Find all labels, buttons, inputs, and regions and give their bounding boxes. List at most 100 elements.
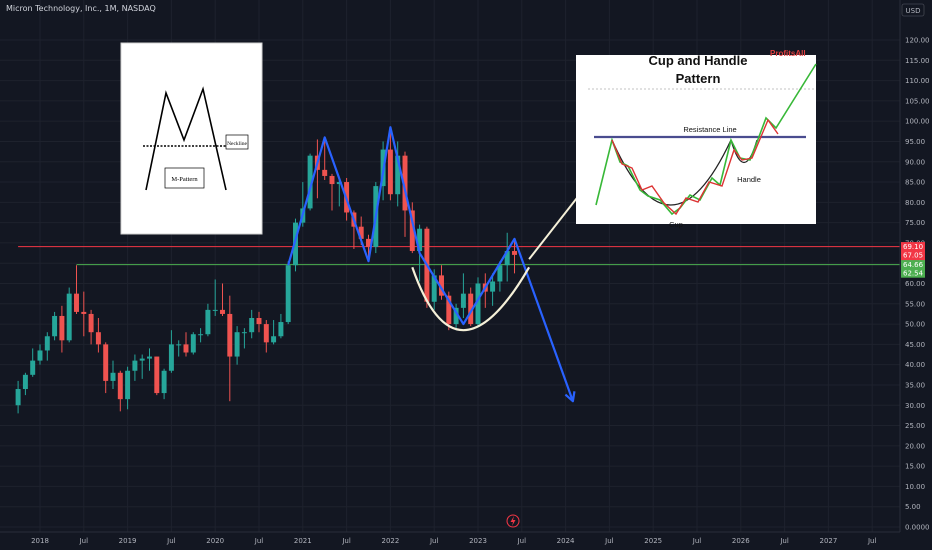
cup-handle-inset: Cup and Handle Pattern ProfitsAll Resist…: [576, 49, 817, 229]
candle-body: [74, 293, 79, 312]
time-tick-label: Jul: [517, 537, 527, 545]
candle-body: [154, 356, 160, 394]
time-tick-label: 2025: [644, 537, 662, 545]
price-tick-label: 5.00: [905, 503, 921, 511]
time-tick-label: 2021: [294, 537, 312, 545]
candle-body: [183, 344, 189, 353]
candle-body: [249, 317, 255, 333]
price-tick-label: 10.00: [905, 483, 925, 491]
price-tick-label: 75.00: [905, 219, 925, 227]
candle-body: [88, 313, 94, 333]
candle-body: [409, 210, 415, 252]
time-tick-label: 2020: [206, 537, 224, 545]
candle-body: [15, 389, 21, 406]
price-tick-label: 95.00: [905, 138, 925, 146]
cup-green-path: [595, 63, 817, 216]
time-tick-label: 2023: [469, 537, 487, 545]
candle-body: [336, 182, 342, 185]
candle-body: [52, 315, 58, 337]
candle-body: [468, 293, 474, 325]
candle-body: [366, 238, 371, 247]
price-tick-label: 25.00: [905, 422, 925, 430]
candle-body: [329, 175, 335, 185]
price-tick-label: 90.00: [905, 158, 925, 166]
candle-body: [439, 275, 444, 296]
candle-body: [234, 332, 240, 357]
candle-body: [402, 155, 408, 211]
candle-body: [220, 309, 225, 314]
time-tick-label: 2022: [381, 537, 399, 545]
candle-body: [176, 344, 182, 346]
candle-body: [168, 344, 174, 371]
candle-body: [95, 332, 101, 345]
symbol-title: Micron Technology, Inc., 1M, NASDAQ: [6, 4, 156, 13]
price-tick-label: 100.00: [905, 118, 930, 126]
m-pattern-inset: Neckline M-Pattern: [120, 42, 263, 235]
time-tick-label: Jul: [341, 537, 351, 545]
candle-body: [497, 265, 503, 282]
neckline-label: Neckline: [227, 141, 247, 147]
candle-body: [227, 313, 233, 357]
cup-label: Cup: [669, 220, 683, 229]
candle-body: [293, 222, 298, 266]
price-tick-label: 20.00: [905, 442, 925, 450]
m-pattern-line: [287, 126, 574, 402]
candle-body: [446, 295, 452, 325]
price-tick-label: 80.00: [905, 199, 925, 207]
price-tick-label: 15.00: [905, 463, 925, 471]
candle-body: [103, 344, 109, 381]
candle-body: [395, 155, 401, 195]
price-tag-label: 67.05: [903, 251, 923, 259]
price-tick-label: 120.00: [905, 37, 930, 45]
lightning-icon[interactable]: [506, 514, 520, 528]
candle-body: [387, 149, 393, 195]
price-tag: [901, 260, 925, 270]
price-tick-label: 50.00: [905, 321, 925, 329]
price-tag: [901, 242, 925, 252]
candle-body: [285, 265, 291, 323]
time-tick-label: Jul: [429, 537, 439, 545]
time-axis[interactable]: 2018 Jul 2019 Jul 2020 Jul 2021 Jul 2022 Jul 2023 J…: [0, 531, 900, 545]
price-tick-label: 40.00: [905, 361, 925, 369]
time-tick-label: 2026: [732, 537, 750, 545]
price-tag: [901, 250, 925, 260]
time-tick-label: Jul: [166, 537, 176, 545]
price-tick-label: 85.00: [905, 179, 925, 187]
candle-body: [147, 356, 152, 359]
price-tick-label: 30.00: [905, 402, 925, 410]
cup-shape: [611, 139, 732, 206]
price-tick-label: 35.00: [905, 381, 925, 389]
time-tick-label: Jul: [79, 537, 89, 545]
candle-body: [139, 358, 145, 361]
candle-body: [198, 334, 204, 336]
candle-body: [271, 336, 277, 343]
currency-label[interactable]: USD: [906, 7, 921, 15]
price-tag-label: 64.66: [903, 261, 924, 269]
m-pattern-label: M-Pattern: [171, 176, 198, 183]
cup-handle-title-2: Pattern: [676, 71, 721, 86]
candle-body: [431, 275, 437, 302]
candle-body: [278, 322, 284, 337]
cup-red-path: [611, 118, 779, 216]
handle-label: Handle: [737, 175, 761, 184]
candle-body: [81, 311, 87, 314]
candle-body: [125, 370, 131, 400]
time-tick-label: Jul: [254, 537, 264, 545]
candle-body: [512, 251, 517, 255]
price-tick-label: 60.00: [905, 280, 925, 288]
candle-body: [490, 281, 496, 292]
candle-body: [66, 293, 72, 341]
time-tick-label: 2027: [819, 537, 837, 545]
price-tick-label: 45.00: [905, 341, 925, 349]
time-tick-label: 2018: [31, 537, 49, 545]
cup-curve: [411, 266, 531, 331]
price-tag: [901, 268, 925, 278]
price-tick-label: 115.00: [905, 57, 930, 65]
candle-body: [307, 155, 313, 209]
price-tick-label: 105.00: [905, 97, 930, 105]
price-tick-label: 110.00: [905, 77, 930, 85]
time-tick-label: Jul: [779, 537, 789, 545]
candle-body: [30, 360, 36, 375]
cup-handle-title-1: Cup and Handle: [649, 53, 748, 68]
